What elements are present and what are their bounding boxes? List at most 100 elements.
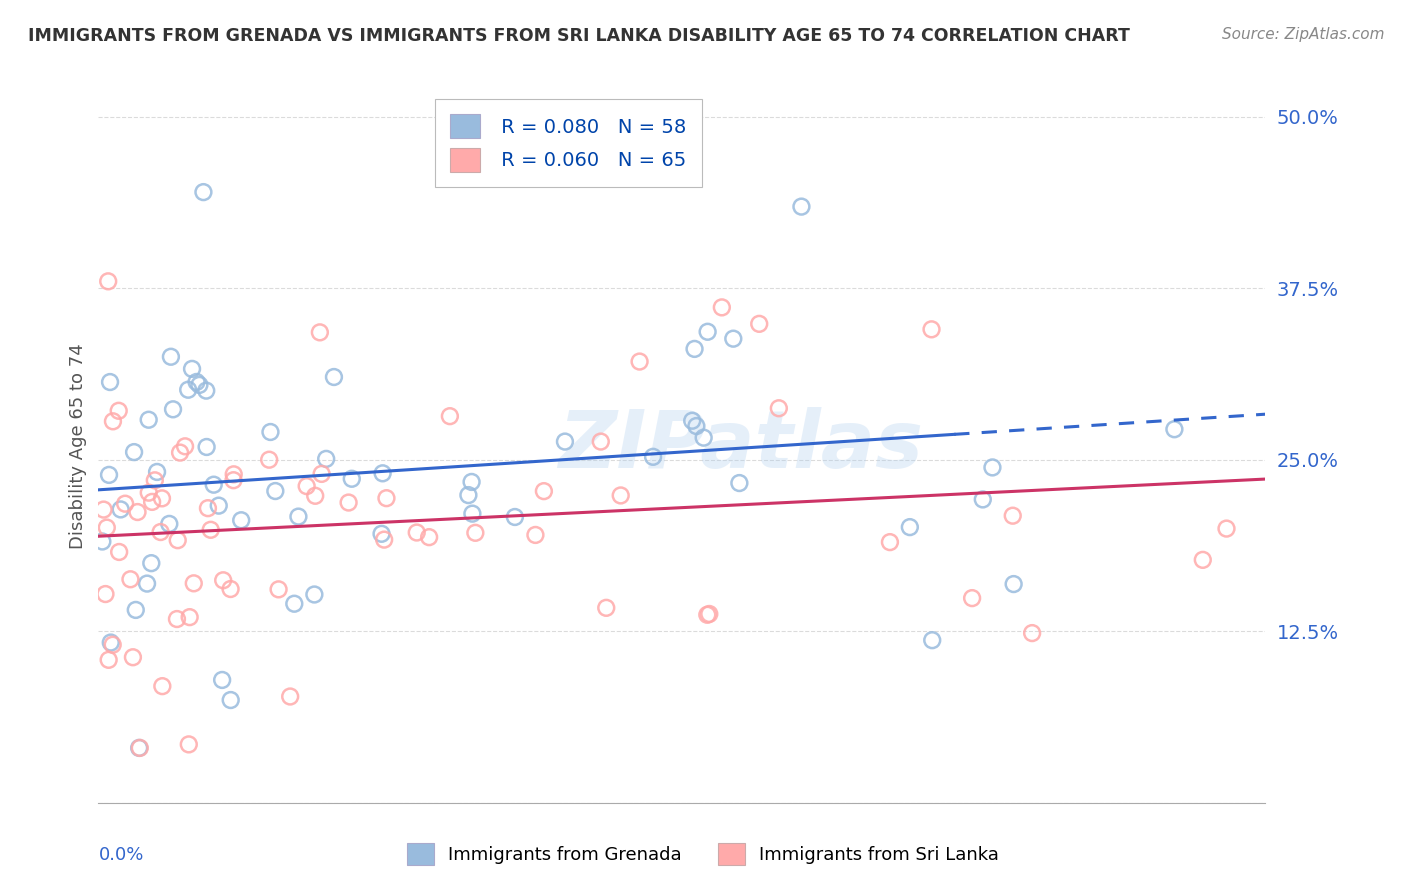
Point xyxy=(1001,508,1024,523)
Point xyxy=(879,535,901,549)
Point xyxy=(162,402,184,417)
Point xyxy=(921,633,943,648)
Point xyxy=(710,301,733,315)
Point xyxy=(283,597,305,611)
Point xyxy=(723,332,745,346)
Point xyxy=(371,467,394,481)
Point xyxy=(960,591,983,606)
Point xyxy=(624,116,647,130)
Point xyxy=(136,576,159,591)
Point xyxy=(898,520,921,534)
Text: IMMIGRANTS FROM GRENADA VS IMMIGRANTS FROM SRI LANKA DISABILITY AGE 65 TO 74 COR: IMMIGRANTS FROM GRENADA VS IMMIGRANTS FR… xyxy=(28,27,1130,45)
Point xyxy=(405,525,427,540)
Point xyxy=(143,473,166,487)
Point xyxy=(195,440,218,454)
Point xyxy=(259,425,281,439)
Point xyxy=(464,525,486,540)
Point xyxy=(96,520,118,534)
Point xyxy=(304,489,326,503)
Point xyxy=(304,587,326,601)
Point xyxy=(179,610,201,624)
Point xyxy=(524,528,547,542)
Point xyxy=(685,419,707,434)
Point xyxy=(460,475,482,489)
Point xyxy=(181,362,204,376)
Y-axis label: Disability Age 65 to 74: Disability Age 65 to 74 xyxy=(69,343,87,549)
Legend: Immigrants from Grenada, Immigrants from Sri Lanka: Immigrants from Grenada, Immigrants from… xyxy=(398,834,1008,874)
Point xyxy=(141,495,163,509)
Point xyxy=(97,274,120,288)
Point xyxy=(554,434,576,449)
Point xyxy=(149,524,172,539)
Point xyxy=(122,650,145,665)
Point xyxy=(219,693,242,707)
Point xyxy=(696,325,718,339)
Point xyxy=(98,467,121,482)
Point xyxy=(533,484,555,499)
Point xyxy=(219,582,242,596)
Point xyxy=(768,401,790,416)
Point xyxy=(728,476,751,491)
Point xyxy=(128,740,150,755)
Point xyxy=(790,200,813,214)
Point xyxy=(628,354,651,368)
Legend:  R = 0.080   N = 58,  R = 0.060   N = 65: R = 0.080 N = 58, R = 0.060 N = 65 xyxy=(434,99,702,187)
Point xyxy=(278,690,301,704)
Point xyxy=(921,322,943,336)
Point xyxy=(200,523,222,537)
Point xyxy=(107,404,129,418)
Point xyxy=(138,485,160,500)
Point xyxy=(195,384,218,398)
Point xyxy=(418,530,440,544)
Point xyxy=(683,342,706,356)
Point xyxy=(101,638,124,652)
Point xyxy=(101,414,124,428)
Point xyxy=(375,491,398,505)
Point xyxy=(323,370,346,384)
Text: 0.0%: 0.0% xyxy=(98,846,143,863)
Point xyxy=(183,576,205,591)
Text: Source: ZipAtlas.com: Source: ZipAtlas.com xyxy=(1222,27,1385,42)
Point xyxy=(595,600,617,615)
Point xyxy=(94,587,117,601)
Point xyxy=(114,497,136,511)
Point xyxy=(100,635,122,649)
Point xyxy=(177,738,200,752)
Point xyxy=(146,465,169,479)
Point xyxy=(1021,626,1043,640)
Point xyxy=(457,488,479,502)
Point xyxy=(138,413,160,427)
Point xyxy=(157,516,180,531)
Point xyxy=(972,492,994,507)
Point xyxy=(1163,422,1185,436)
Point xyxy=(93,502,115,516)
Point xyxy=(461,507,484,521)
Point xyxy=(1215,522,1237,536)
Point xyxy=(589,434,612,449)
Point xyxy=(696,607,718,622)
Point xyxy=(287,509,309,524)
Point xyxy=(308,326,330,340)
Point xyxy=(315,451,337,466)
Point xyxy=(166,612,188,626)
Point xyxy=(186,375,208,389)
Point xyxy=(166,533,188,548)
Point xyxy=(128,740,150,755)
Point xyxy=(697,607,720,621)
Point xyxy=(108,545,131,559)
Point xyxy=(609,488,631,502)
Point xyxy=(370,526,392,541)
Point xyxy=(1191,553,1213,567)
Point xyxy=(91,534,114,549)
Point xyxy=(212,574,235,588)
Text: ZIPatlas: ZIPatlas xyxy=(558,407,922,485)
Point xyxy=(295,479,318,493)
Point xyxy=(125,603,148,617)
Point xyxy=(641,450,664,464)
Point xyxy=(681,414,703,428)
Point xyxy=(141,556,163,570)
Point xyxy=(98,375,121,389)
Point xyxy=(373,533,395,547)
Point xyxy=(150,491,173,506)
Point xyxy=(257,452,280,467)
